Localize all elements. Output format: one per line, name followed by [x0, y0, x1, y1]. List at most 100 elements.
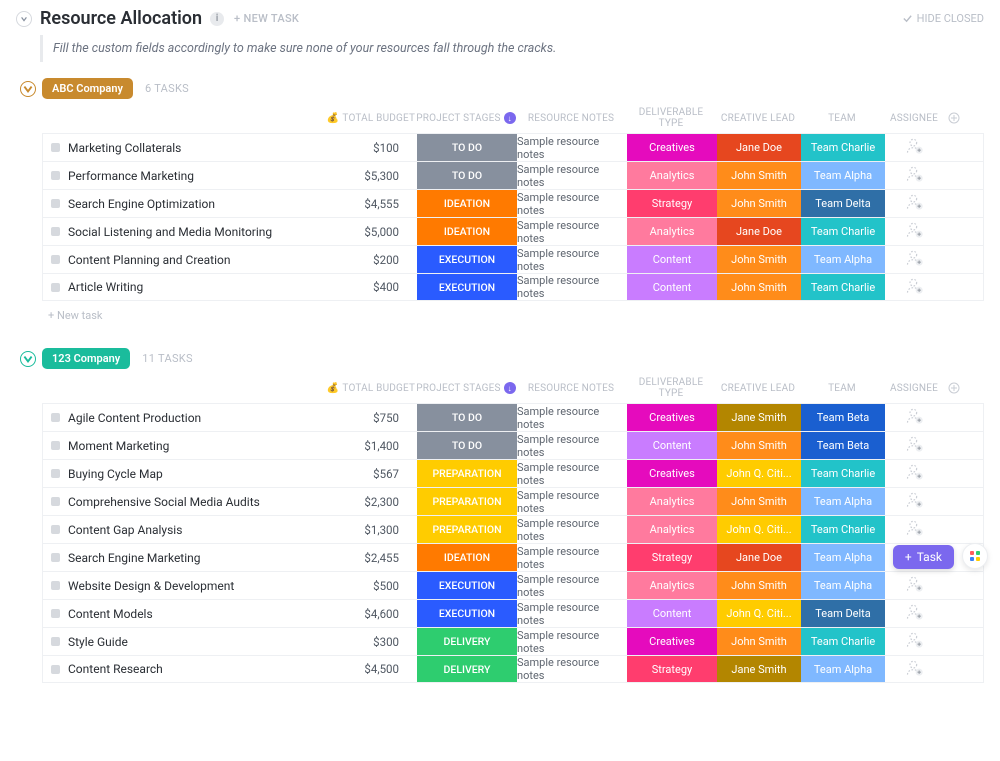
col-header-lead[interactable]: CREATIVE LEAD: [716, 383, 800, 394]
task-deliverable[interactable]: Analytics: [627, 572, 717, 599]
task-budget[interactable]: $4,500: [327, 656, 417, 682]
task-deliverable[interactable]: Content: [627, 600, 717, 627]
task-notes[interactable]: Sample resource notes: [517, 460, 627, 487]
task-deliverable[interactable]: Creatives: [627, 628, 717, 655]
task-stage[interactable]: TO DO: [417, 134, 517, 161]
task-stage[interactable]: EXECUTION: [417, 274, 517, 300]
task-team[interactable]: Team Delta: [801, 600, 885, 627]
task-stage[interactable]: PREPARATION: [417, 516, 517, 543]
task-row[interactable]: Comprehensive Social Media Audits$2,300P…: [42, 487, 984, 515]
task-deliverable[interactable]: Strategy: [627, 544, 717, 571]
task-budget[interactable]: $400: [327, 274, 417, 300]
assign-user-button[interactable]: [905, 406, 925, 429]
col-header-deliverable[interactable]: DELIVERABLE TYPE: [626, 107, 716, 129]
task-lead[interactable]: John Smith: [717, 488, 801, 515]
new-task-row-button[interactable]: + New task: [42, 301, 984, 330]
status-square-icon[interactable]: [51, 553, 60, 562]
task-team[interactable]: Team Charlie: [801, 628, 885, 655]
task-team[interactable]: Team Alpha: [801, 572, 885, 599]
assign-user-button[interactable]: [905, 220, 925, 243]
task-lead[interactable]: Jane Doe: [717, 218, 801, 245]
apps-fab[interactable]: [962, 543, 988, 569]
assign-user-button[interactable]: [905, 630, 925, 653]
task-team[interactable]: Team Alpha: [801, 544, 885, 571]
task-budget[interactable]: $4,555: [327, 190, 417, 217]
task-deliverable[interactable]: Creatives: [627, 134, 717, 161]
task-budget[interactable]: $2,300: [327, 488, 417, 515]
status-square-icon[interactable]: [51, 525, 60, 534]
task-stage[interactable]: TO DO: [417, 404, 517, 431]
status-square-icon[interactable]: [51, 637, 60, 646]
task-notes[interactable]: Sample resource notes: [517, 134, 627, 161]
assign-user-button[interactable]: [905, 490, 925, 513]
task-deliverable[interactable]: Creatives: [627, 460, 717, 487]
col-header-team[interactable]: TEAM: [800, 113, 884, 124]
task-lead[interactable]: John Smith: [717, 432, 801, 459]
task-notes[interactable]: Sample resource notes: [517, 432, 627, 459]
assign-user-button[interactable]: [905, 434, 925, 457]
task-row[interactable]: Performance Marketing$5,300TO DOSample r…: [42, 161, 984, 189]
task-notes[interactable]: Sample resource notes: [517, 218, 627, 245]
task-lead[interactable]: Jane Doe: [717, 544, 801, 571]
col-header-budget[interactable]: 💰TOTAL BUDGET: [326, 383, 416, 394]
task-row[interactable]: Website Design & Development$500EXECUTIO…: [42, 571, 984, 599]
task-deliverable[interactable]: Strategy: [627, 656, 717, 682]
task-stage[interactable]: IDEATION: [417, 218, 517, 245]
task-notes[interactable]: Sample resource notes: [517, 404, 627, 431]
task-budget[interactable]: $1,400: [327, 432, 417, 459]
task-stage[interactable]: PREPARATION: [417, 488, 517, 515]
task-row[interactable]: Content Research$4,500DELIVERYSample res…: [42, 655, 984, 683]
task-stage[interactable]: EXECUTION: [417, 600, 517, 627]
task-budget[interactable]: $300: [327, 628, 417, 655]
task-lead[interactable]: Jane Doe: [717, 134, 801, 161]
task-row[interactable]: Content Models$4,600EXECUTIONSample reso…: [42, 599, 984, 627]
status-square-icon[interactable]: [51, 497, 60, 506]
col-header-stage[interactable]: PROJECT STAGES↓: [416, 382, 516, 394]
assign-user-button[interactable]: [905, 164, 925, 187]
col-header-budget[interactable]: 💰TOTAL BUDGET: [326, 113, 416, 124]
status-square-icon[interactable]: [51, 199, 60, 208]
task-deliverable[interactable]: Analytics: [627, 488, 717, 515]
group-pill[interactable]: ABC Company: [42, 78, 133, 99]
status-square-icon[interactable]: [51, 255, 60, 264]
task-team[interactable]: Team Alpha: [801, 162, 885, 189]
status-square-icon[interactable]: [51, 413, 60, 422]
task-notes[interactable]: Sample resource notes: [517, 544, 627, 571]
task-team[interactable]: Team Charlie: [801, 134, 885, 161]
task-team[interactable]: Team Charlie: [801, 218, 885, 245]
group-collapse-button[interactable]: [20, 351, 36, 367]
status-square-icon[interactable]: [51, 143, 60, 152]
task-notes[interactable]: Sample resource notes: [517, 516, 627, 543]
task-notes[interactable]: Sample resource notes: [517, 162, 627, 189]
assign-user-button[interactable]: [905, 136, 925, 159]
task-row[interactable]: Buying Cycle Map$567PREPARATIONSample re…: [42, 459, 984, 487]
task-deliverable[interactable]: Creatives: [627, 404, 717, 431]
add-column-button[interactable]: [944, 382, 964, 394]
task-stage[interactable]: DELIVERY: [417, 656, 517, 682]
task-budget[interactable]: $1,300: [327, 516, 417, 543]
task-stage[interactable]: IDEATION: [417, 190, 517, 217]
hide-closed-toggle[interactable]: HIDE CLOSED: [902, 12, 984, 25]
task-notes[interactable]: Sample resource notes: [517, 190, 627, 217]
task-stage[interactable]: TO DO: [417, 432, 517, 459]
assign-user-button[interactable]: [905, 518, 925, 541]
task-team[interactable]: Team Beta: [801, 404, 885, 431]
task-deliverable[interactable]: Content: [627, 246, 717, 273]
assign-user-button[interactable]: [905, 658, 925, 681]
task-budget[interactable]: $5,000: [327, 218, 417, 245]
col-header-notes[interactable]: RESOURCE NOTES: [516, 113, 626, 124]
assign-user-button[interactable]: [905, 276, 925, 299]
col-header-assignee[interactable]: ASSIGNEE: [884, 113, 944, 124]
task-stage[interactable]: TO DO: [417, 162, 517, 189]
task-row[interactable]: Content Gap Analysis$1,300PREPARATIONSam…: [42, 515, 984, 543]
task-lead[interactable]: John Smith: [717, 162, 801, 189]
task-team[interactable]: Team Beta: [801, 432, 885, 459]
task-deliverable[interactable]: Content: [627, 274, 717, 300]
col-header-stage[interactable]: PROJECT STAGES↓: [416, 112, 516, 124]
task-stage[interactable]: EXECUTION: [417, 572, 517, 599]
task-row[interactable]: Agile Content Production$750TO DOSample …: [42, 403, 984, 431]
task-budget[interactable]: $500: [327, 572, 417, 599]
status-square-icon[interactable]: [51, 283, 60, 292]
col-header-notes[interactable]: RESOURCE NOTES: [516, 383, 626, 394]
task-lead[interactable]: Jane Smith: [717, 656, 801, 682]
